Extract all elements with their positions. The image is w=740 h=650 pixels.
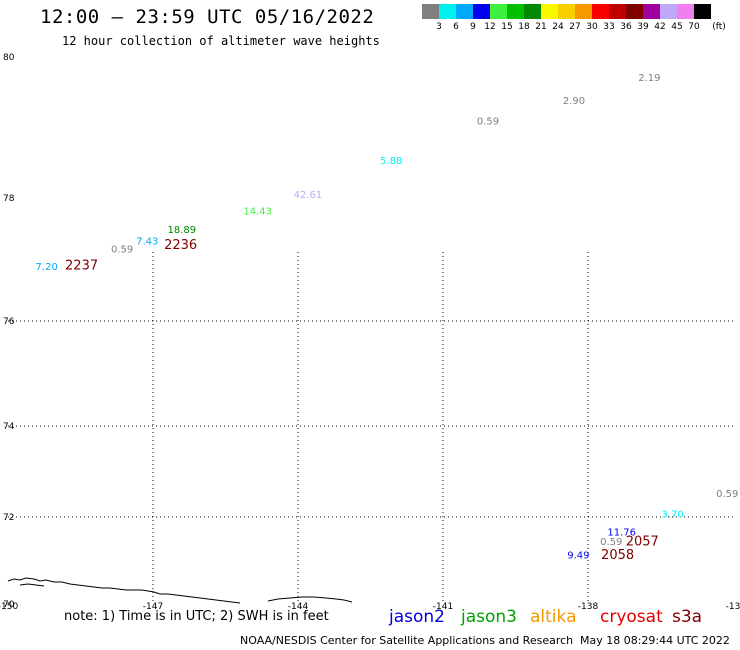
coastline-alaska bbox=[7, 577, 241, 604]
legend-label: 24 bbox=[552, 22, 564, 32]
page-subtitle: 12 hour collection of altimeter wave hei… bbox=[62, 34, 380, 48]
lon-label: -138 bbox=[578, 602, 599, 612]
lat-label: 80 bbox=[3, 53, 15, 63]
pass-time-label: 2237 bbox=[65, 258, 98, 273]
wave-height-value: 14.43 bbox=[243, 207, 272, 218]
lon-label: -141 bbox=[433, 602, 453, 612]
satellite-label: altika bbox=[530, 607, 577, 627]
legend-swatch bbox=[456, 4, 473, 19]
legend-label: 15 bbox=[501, 22, 513, 32]
legend-label: 9 bbox=[470, 22, 476, 32]
wave-height-value: 11.76 bbox=[607, 527, 636, 538]
satellite-label: jason2 bbox=[389, 607, 445, 627]
wave-height-value: 7.43 bbox=[136, 237, 158, 248]
lon-label: -150 bbox=[0, 602, 18, 612]
legend-unit: (ft) bbox=[712, 22, 726, 32]
wave-height-value: 5.88 bbox=[380, 156, 402, 167]
legend-swatch bbox=[694, 4, 711, 19]
wave-height-value: 9.49 bbox=[567, 550, 589, 561]
pass-time-label: 2236 bbox=[164, 238, 197, 253]
lat-label: 78 bbox=[3, 194, 15, 204]
legend-swatch bbox=[626, 4, 643, 19]
legend-swatch bbox=[524, 4, 541, 19]
legend-swatch bbox=[541, 4, 558, 19]
legend-label: 21 bbox=[535, 22, 547, 32]
wave-height-value: 2.90 bbox=[563, 96, 585, 107]
legend-label: 45 bbox=[671, 22, 683, 32]
satellite-label: jason3 bbox=[461, 607, 517, 627]
pass-time-label: 2057 bbox=[626, 534, 659, 549]
legend-swatch bbox=[473, 4, 490, 19]
legend-swatch bbox=[609, 4, 626, 19]
page-title: 12:00 — 23:59 UTC 05/16/2022 bbox=[40, 6, 375, 28]
legend-label: 42 bbox=[654, 22, 666, 32]
wave-height-value: 18.89 bbox=[168, 225, 197, 236]
pass-time-label: 2058 bbox=[601, 548, 634, 563]
legend-label: 36 bbox=[620, 22, 632, 32]
legend-label: 39 bbox=[637, 22, 649, 32]
legend-swatch bbox=[439, 4, 456, 19]
lon-label: -144 bbox=[288, 602, 309, 612]
legend-label: 70 bbox=[688, 22, 700, 32]
map-grid bbox=[8, 252, 735, 604]
legend-swatch bbox=[507, 4, 524, 19]
legend-label: 33 bbox=[603, 22, 615, 32]
wave-height-value: 0.59 bbox=[716, 489, 738, 500]
legend-swatch bbox=[677, 4, 694, 19]
coastline-shoal bbox=[19, 583, 45, 587]
axis-labels: 80 78 76 74 72 70-150 -147 -144 -141 -138 -13 bbox=[0, 53, 740, 612]
legend-label: 27 bbox=[569, 22, 581, 32]
legend-label: 30 bbox=[586, 22, 598, 32]
legend-swatch bbox=[558, 4, 575, 19]
wave-height-value: 42.61 bbox=[294, 190, 323, 201]
legend-swatch bbox=[422, 4, 439, 19]
satellite-label: cryosat bbox=[600, 607, 663, 627]
wave-height-value: 0.59 bbox=[600, 537, 622, 548]
lat-label: 74 bbox=[3, 422, 15, 432]
generated-timestamp: May 18 08:29:44 UTC 2022 bbox=[580, 634, 730, 647]
legend-label: 3 bbox=[436, 22, 442, 32]
legend-swatch bbox=[643, 4, 660, 19]
legend-swatch bbox=[660, 4, 677, 19]
wave-height-value: 2.19 bbox=[638, 73, 660, 84]
wave-height-value: 7.20 bbox=[36, 262, 58, 273]
legend-label: 12 bbox=[484, 22, 496, 32]
lon-label: -13 bbox=[726, 602, 740, 612]
legend-swatch bbox=[592, 4, 609, 19]
wave-height-value: 0.59 bbox=[477, 117, 499, 128]
coastline-yukon bbox=[267, 596, 353, 603]
satellite-label: s3a bbox=[672, 607, 703, 627]
lat-label: 72 bbox=[3, 513, 14, 523]
lon-label: -147 bbox=[143, 602, 163, 612]
legend-swatch bbox=[575, 4, 592, 19]
legend-label: 6 bbox=[453, 22, 459, 32]
credit-line: NOAA/NESDIS Center for Satellite Applica… bbox=[240, 634, 574, 647]
legend-label: 18 bbox=[518, 22, 530, 32]
footnote: note: 1) Time is in UTC; 2) SWH is in fe… bbox=[64, 609, 329, 624]
wave-height-value: 0.59 bbox=[111, 245, 133, 256]
observations-layer: 7.200.597.4318.8914.4342.615.880.592.902… bbox=[36, 73, 739, 563]
lat-label: 70 bbox=[3, 600, 15, 610]
wave-height-value: 3.70 bbox=[661, 509, 683, 520]
legend-swatch bbox=[490, 4, 507, 19]
lat-label: 76 bbox=[3, 317, 15, 327]
coastline bbox=[7, 577, 353, 604]
